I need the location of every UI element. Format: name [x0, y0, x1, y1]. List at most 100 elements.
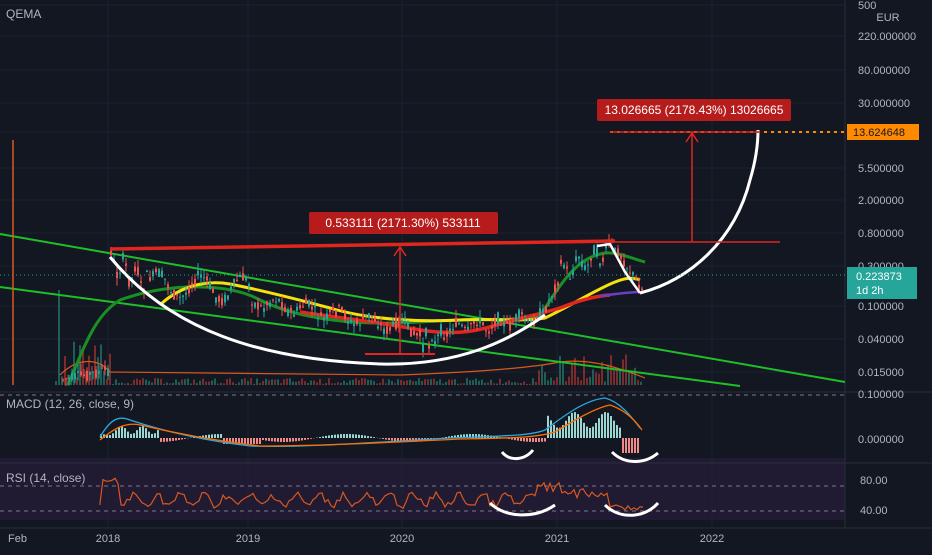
- volume-bar: [199, 381, 201, 385]
- candle-body: [578, 257, 580, 259]
- target-price-value: 13.624648: [853, 127, 905, 139]
- target-price-badge: 13.624648: [847, 124, 919, 140]
- volume-bar: [115, 379, 117, 385]
- candle-body: [347, 321, 349, 324]
- macd-hist-bar: [250, 438, 252, 444]
- volume-bar: [373, 381, 375, 385]
- price-tick-label: 5.500000: [858, 163, 904, 175]
- candle-body: [236, 280, 238, 281]
- macd-hist-bar: [274, 438, 276, 442]
- macd-hist-bar: [295, 438, 297, 441]
- candle-body: [317, 318, 319, 319]
- volume-bar: [355, 378, 357, 385]
- macd-tick-upper: 0.100000: [858, 389, 904, 401]
- time-label-2019: 2019: [236, 533, 260, 545]
- volume-bar: [244, 378, 246, 385]
- volume-bar: [628, 371, 630, 385]
- macd-hist-bar: [514, 438, 516, 440]
- macd-hist-bar: [151, 434, 153, 438]
- macd-hist-bar: [598, 418, 600, 438]
- macd-hist-bar: [610, 416, 612, 438]
- candle-body: [383, 329, 385, 334]
- volume-bar: [139, 380, 141, 385]
- volume-bar: [487, 382, 489, 385]
- volume-bar: [583, 356, 585, 385]
- macd-hist-bar: [583, 423, 585, 438]
- macd-hist-bar: [535, 438, 537, 442]
- candle-body: [449, 328, 451, 331]
- candle-body: [473, 321, 475, 323]
- volume-bar: [397, 379, 399, 385]
- volume-bar: [556, 377, 558, 385]
- volume-bar: [475, 378, 477, 385]
- macd-hist-bar: [262, 438, 264, 440]
- candle-body: [581, 261, 583, 267]
- candle-body: [476, 325, 478, 326]
- volume-bar: [343, 381, 345, 385]
- candle-body: [71, 373, 73, 380]
- candle-body: [269, 302, 271, 306]
- macd-hist-bar: [388, 438, 390, 440]
- candle-body: [215, 297, 217, 302]
- candle-body: [515, 314, 517, 321]
- macd-hist-bar: [331, 435, 333, 438]
- candle-body: [320, 312, 322, 315]
- macd-hist-bar: [112, 433, 114, 438]
- volume-bar: [187, 378, 189, 385]
- candle-body: [335, 311, 337, 316]
- volume-bar: [193, 380, 195, 385]
- volume-bar: [379, 383, 381, 385]
- symbol-label: QEMA: [6, 7, 41, 21]
- volume-bar: [505, 382, 507, 385]
- candle-body: [326, 314, 328, 319]
- macd-hist-bar: [538, 438, 540, 442]
- volume-bar: [118, 383, 120, 385]
- price-tick-label: 30.000000: [858, 98, 910, 110]
- volume-bar: [262, 381, 264, 385]
- volume-bar: [532, 378, 534, 385]
- volume-bar: [109, 354, 111, 385]
- candle-body: [329, 309, 331, 312]
- price-tick-label: 0.015000: [858, 367, 904, 379]
- macd-hist-bar: [553, 425, 555, 438]
- volume-bar: [178, 382, 180, 385]
- volume-bar: [484, 383, 486, 385]
- macd-hist-bar: [277, 438, 279, 442]
- candle-body: [593, 245, 595, 255]
- volume-bar: [553, 380, 555, 385]
- candle-body: [491, 327, 493, 329]
- candle-body: [83, 374, 85, 376]
- volume-bar: [439, 379, 441, 385]
- macd-hist-bar: [163, 438, 165, 442]
- volume-bar: [565, 381, 567, 385]
- candle-body: [308, 300, 310, 306]
- volume-bar: [370, 380, 372, 385]
- candle-body: [596, 247, 598, 256]
- macd-hist-bar: [253, 438, 255, 444]
- macd-hist-bar: [625, 438, 627, 453]
- volume-bar: [412, 381, 414, 385]
- volume-bar: [619, 370, 621, 385]
- volume-bar: [184, 379, 186, 385]
- volume-bar: [346, 383, 348, 385]
- volume-bar: [421, 381, 423, 385]
- macd-hist-bar: [634, 438, 636, 453]
- candle-body: [566, 267, 568, 269]
- price-tick-label: 80.000000: [858, 65, 910, 77]
- macd-hist-bar: [607, 413, 609, 438]
- candle-body: [203, 277, 205, 278]
- candle-body: [509, 322, 511, 331]
- macd-hist-bar: [286, 438, 288, 442]
- candle-body: [419, 330, 421, 336]
- time-label-2020: 2020: [390, 533, 414, 545]
- volume-bar: [142, 378, 144, 385]
- candle-body: [98, 371, 100, 373]
- candle-body: [416, 333, 418, 336]
- macd-hist-bar: [622, 438, 624, 453]
- candle-body: [461, 325, 463, 326]
- volume-bar: [157, 378, 159, 385]
- candle-body: [641, 289, 643, 290]
- volume-bar: [382, 379, 384, 385]
- volume-bar: [259, 383, 261, 385]
